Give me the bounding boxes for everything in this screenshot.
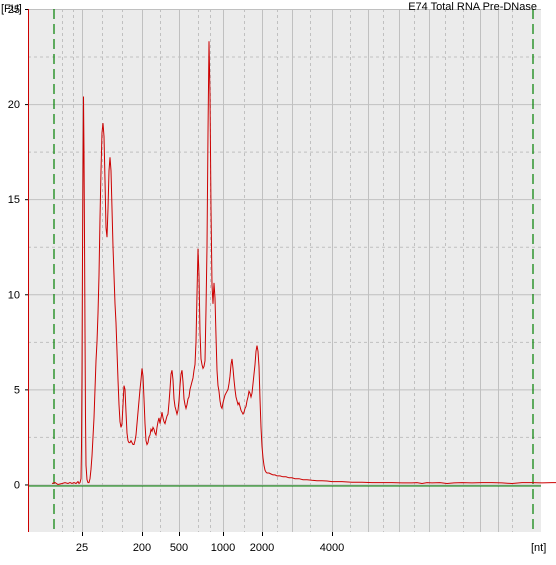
marker-lines — [53, 9, 534, 532]
x-ticks: 25 200 500 1000 2000 4000 — [76, 532, 344, 554]
x-tick-label: 4000 — [320, 542, 344, 554]
x-tick-label: 25 — [76, 542, 88, 554]
chart-title: E74 Total RNA Pre-DNase — [408, 1, 537, 13]
y-tick-label: 20 — [8, 99, 20, 111]
y-axis-unit: [FU] — [1, 3, 22, 15]
plot-area — [28, 9, 541, 532]
y-tick-label: 5 — [14, 384, 20, 396]
series-line — [51, 41, 556, 486]
x-axis-unit: [nt] — [531, 542, 546, 554]
x-tick-label: 200 — [133, 542, 151, 554]
y-tick-label: 0 — [14, 479, 20, 491]
y-tick-label: 10 — [8, 289, 20, 301]
x-tick-label: 2000 — [250, 542, 274, 554]
x-tick-label: 500 — [170, 542, 188, 554]
y-ticks: 0 5 10 15 20 25 — [8, 4, 28, 491]
x-tick-label: 1000 — [211, 542, 235, 554]
y-tick-label: 15 — [8, 194, 20, 206]
grid-lines — [28, 9, 541, 532]
y-tick-label: 25 — [8, 4, 20, 16]
